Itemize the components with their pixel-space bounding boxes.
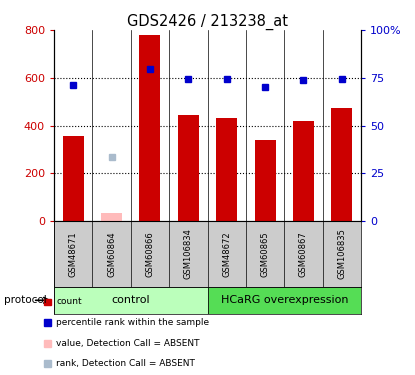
Text: HCaRG overexpression: HCaRG overexpression xyxy=(220,295,348,305)
Text: GSM48671: GSM48671 xyxy=(68,231,78,277)
Bar xyxy=(178,115,199,221)
Text: count: count xyxy=(56,297,82,306)
Text: GSM60866: GSM60866 xyxy=(145,231,154,277)
Bar xyxy=(54,287,208,314)
Text: value, Detection Call = ABSENT: value, Detection Call = ABSENT xyxy=(56,339,200,348)
Text: percentile rank within the sample: percentile rank within the sample xyxy=(56,318,209,327)
Text: GSM60864: GSM60864 xyxy=(107,231,116,277)
Bar xyxy=(216,118,237,221)
Bar xyxy=(254,140,276,221)
Text: control: control xyxy=(111,295,150,305)
Text: GSM106834: GSM106834 xyxy=(184,229,193,279)
Text: GSM60865: GSM60865 xyxy=(261,231,270,277)
Text: rank, Detection Call = ABSENT: rank, Detection Call = ABSENT xyxy=(56,359,195,368)
Text: GSM106835: GSM106835 xyxy=(337,229,347,279)
Title: GDS2426 / 213238_at: GDS2426 / 213238_at xyxy=(127,14,288,30)
Text: GSM48672: GSM48672 xyxy=(222,231,231,277)
Bar xyxy=(63,136,84,221)
Bar xyxy=(208,287,361,314)
Bar xyxy=(101,213,122,221)
Bar xyxy=(331,108,352,221)
Bar xyxy=(139,35,161,221)
Text: GSM60867: GSM60867 xyxy=(299,231,308,277)
Text: protocol: protocol xyxy=(4,295,47,305)
Bar xyxy=(293,121,314,221)
